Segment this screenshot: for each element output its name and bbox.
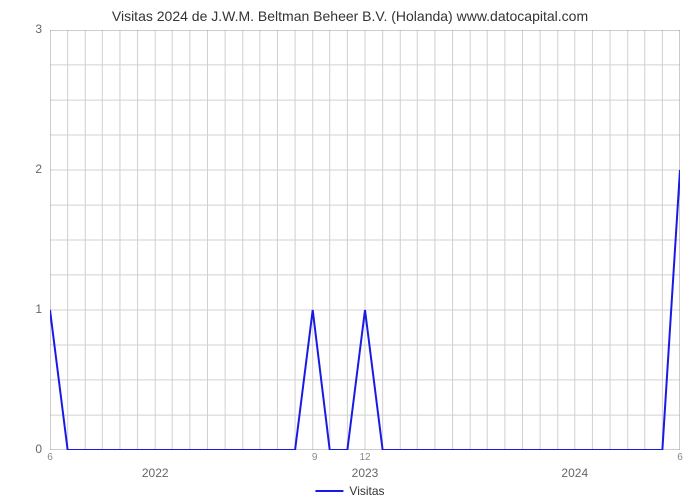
x-tick-label: 2024 [561, 466, 588, 480]
plot-area [50, 30, 680, 450]
y-tick-label: 2 [22, 162, 42, 176]
chart-title: Visitas 2024 de J.W.M. Beltman Beheer B.… [0, 0, 700, 24]
x-tick-label: 2022 [142, 466, 169, 480]
y-tick-label: 0 [22, 442, 42, 456]
legend-label: Visitas [349, 484, 384, 498]
x-minor-label: 12 [359, 452, 370, 463]
legend-line-marker [315, 490, 343, 492]
x-minor-label: 6 [677, 452, 683, 463]
x-minor-label: 9 [312, 452, 318, 463]
x-tick-label: 2023 [352, 466, 379, 480]
chart-container: Visitas 2024 de J.W.M. Beltman Beheer B.… [0, 0, 700, 500]
chart-svg [50, 30, 680, 450]
y-tick-label: 1 [22, 302, 42, 316]
legend: Visitas [315, 484, 384, 498]
x-minor-label: 6 [47, 452, 53, 463]
y-tick-label: 3 [22, 22, 42, 36]
